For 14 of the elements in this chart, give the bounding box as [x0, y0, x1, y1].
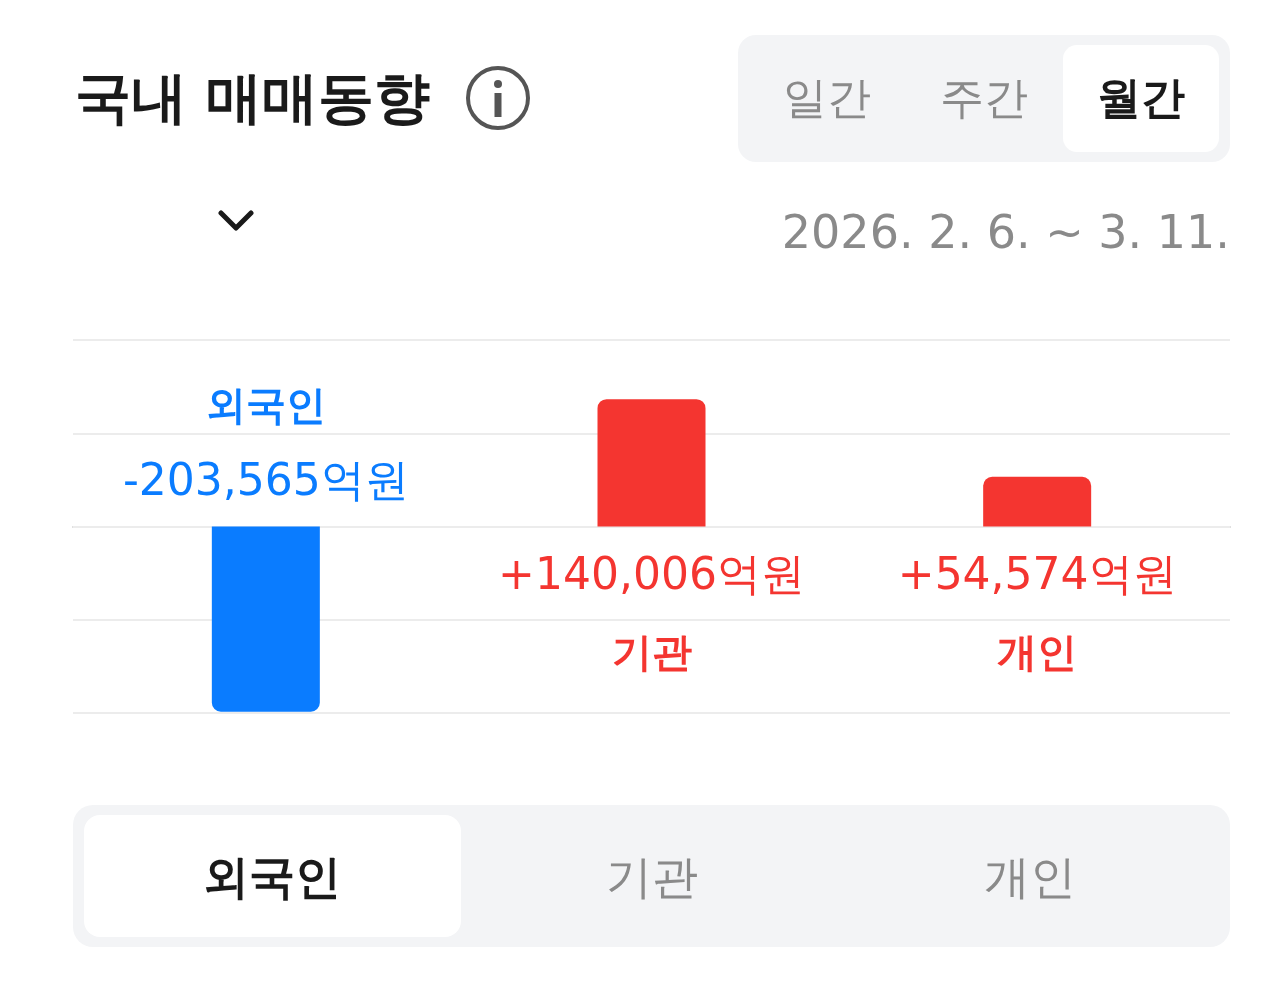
text: 일간 [782, 71, 872, 125]
text: 월간 [1096, 71, 1186, 125]
text: 주간 [939, 71, 1029, 125]
annotation: 개인 [997, 628, 1078, 675]
x-tick-label: 외국인 [202, 849, 342, 906]
data-label: -203,565억원 [122, 454, 409, 505]
chart-title: 국내 매매동향 [75, 64, 431, 132]
chart-subtitle: 2026. 2. 6. ~ 3. 11. [781, 204, 1230, 260]
data-label: +140,006억원 [498, 548, 805, 599]
annotation: 기관 [611, 628, 692, 675]
x-tick-label: 개인 [983, 849, 1077, 906]
data-label: +54,574억원 [897, 548, 1177, 599]
annotation: 외국인 [205, 381, 326, 428]
x-tick-label: 기관 [605, 849, 699, 906]
